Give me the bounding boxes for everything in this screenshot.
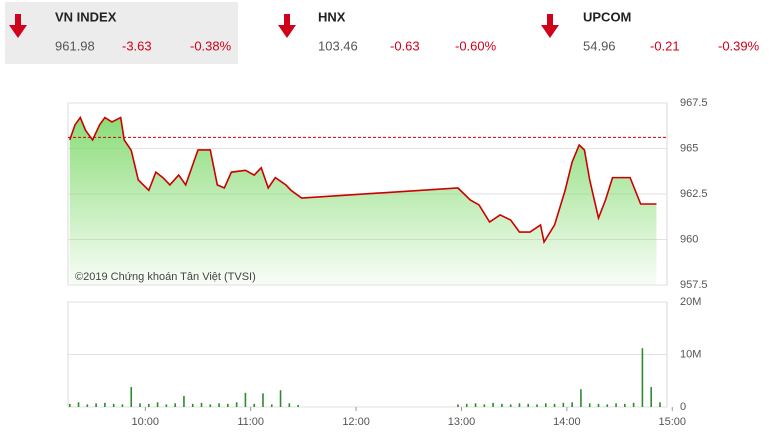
y-tick-label: 20M <box>680 296 701 308</box>
volume-bar <box>227 403 229 407</box>
y-tick-label: 0 <box>680 401 686 413</box>
x-tick-label: 11:00 <box>237 416 264 428</box>
volume-bar <box>297 404 299 407</box>
volume-bar <box>165 404 168 407</box>
volume-bar <box>474 403 477 407</box>
arrow-icon <box>541 14 559 38</box>
volume-bar <box>218 403 220 407</box>
volume-bar <box>200 402 203 407</box>
volume-bar <box>174 403 176 407</box>
volume-bar <box>597 403 600 407</box>
volume-bar <box>641 348 644 407</box>
volume-bar <box>288 403 291 407</box>
volume-bar <box>501 403 503 407</box>
volume-bar <box>139 403 141 407</box>
volume-bar <box>509 404 512 407</box>
arrow-icon <box>278 14 296 38</box>
volume-bar <box>68 403 71 407</box>
volume-bar <box>183 395 185 407</box>
volume-bar <box>615 403 617 407</box>
index-name[interactable]: HNX <box>318 9 346 24</box>
volume-bar <box>130 387 133 407</box>
y-tick-label: 960 <box>680 233 698 245</box>
volume-bar <box>544 403 547 407</box>
copyright-note: ©2019 Chứng khoán Tân Việt (TVSI) <box>75 271 256 283</box>
volume-bar <box>77 402 80 407</box>
y-tick-label: 965 <box>680 142 698 154</box>
arrow-icon <box>9 14 27 38</box>
volume-bar <box>527 403 530 407</box>
volume-bar <box>121 404 124 407</box>
volume-bar <box>209 404 212 407</box>
volume-bar <box>606 404 609 407</box>
index-value: 54.96 <box>583 38 616 53</box>
index-change: -3.63 <box>122 38 152 53</box>
area-fill <box>69 117 657 285</box>
index-value: 103.46 <box>318 38 358 53</box>
x-tick-label: 15:00 <box>659 416 687 428</box>
y-tick-label: 957.5 <box>680 279 708 291</box>
volume-bar <box>262 393 264 407</box>
volume-bar <box>492 402 494 407</box>
volume-bar <box>112 403 115 407</box>
x-tick-label: 12:00 <box>342 416 370 428</box>
volume-bar <box>650 387 652 407</box>
volume-bar <box>457 404 459 407</box>
index-change: -0.63 <box>390 38 420 53</box>
price-line <box>69 115 657 245</box>
volume-bar <box>104 402 106 407</box>
volume-bar <box>86 404 89 407</box>
index-percent: -0.60% <box>455 38 497 53</box>
x-tick-label: 10:00 <box>132 416 160 428</box>
index-name[interactable]: VN INDEX <box>55 9 117 24</box>
y-tick-label: 10M <box>680 348 701 360</box>
index-percent: -0.39% <box>718 38 760 53</box>
volume-bar <box>279 390 282 407</box>
volume-bar <box>624 403 626 407</box>
volume-bar <box>270 404 273 407</box>
volume-bar <box>536 404 538 407</box>
y-tick-label: 967.5 <box>680 97 708 109</box>
volume-bar <box>518 403 521 407</box>
index-percent: -0.38% <box>190 38 232 53</box>
volume-bar <box>465 403 468 407</box>
volume-bar <box>191 403 194 407</box>
volume-bar <box>588 403 591 407</box>
selected-panel <box>5 2 238 64</box>
volume-bar <box>571 402 573 407</box>
volume-bar <box>253 403 255 407</box>
volume-bar <box>580 389 582 407</box>
index-value: 961.98 <box>55 38 95 53</box>
index-name[interactable]: UPCOM <box>583 9 631 24</box>
volume-bar <box>156 402 159 407</box>
volume-bar <box>553 403 556 407</box>
volume-bar <box>244 392 247 407</box>
volume-bar <box>148 403 150 407</box>
volume-bar <box>562 402 565 407</box>
volume-bar <box>483 404 486 407</box>
volume-bar <box>659 402 661 407</box>
y-tick-label: 962.5 <box>680 188 708 200</box>
volume-bar <box>632 402 635 407</box>
index-change: -0.21 <box>650 38 680 53</box>
volume-bar <box>235 402 238 407</box>
volume-bar <box>95 403 97 407</box>
x-tick-label: 13:00 <box>448 416 476 428</box>
x-tick-label: 14:00 <box>553 416 581 428</box>
